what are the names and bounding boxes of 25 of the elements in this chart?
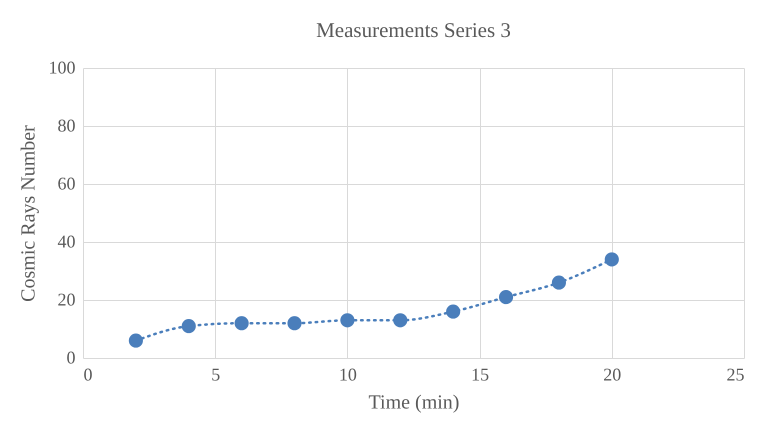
x-tick-label: 20 — [603, 364, 622, 384]
point — [552, 276, 566, 290]
y-tick-label: 0 — [66, 348, 76, 368]
point — [182, 319, 196, 334]
point — [498, 290, 514, 304]
x-tick-label: 10 — [338, 364, 357, 384]
point — [446, 304, 460, 319]
y-axis-title: Cosmic Rays Number — [18, 124, 40, 302]
chart-title: Measurements Series 3 — [316, 18, 511, 42]
point — [128, 334, 143, 348]
point — [234, 316, 249, 330]
y-tick-label: 100 — [48, 58, 76, 78]
point — [604, 252, 619, 266]
x-tick-label: 15 — [471, 364, 490, 384]
y-tick-label: 60 — [58, 174, 76, 194]
y-tick-label: 40 — [58, 232, 76, 252]
y-tick-label: 80 — [58, 116, 76, 136]
point — [287, 316, 302, 330]
x-tick-label: 25 — [726, 364, 744, 384]
point — [393, 313, 408, 328]
point — [340, 313, 354, 328]
x-tick-label: 0 — [84, 364, 92, 384]
x-axis-title: Time (min) — [368, 392, 460, 414]
x-tick-label: 5 — [211, 364, 220, 384]
y-tick-label: 20 — [58, 290, 76, 310]
